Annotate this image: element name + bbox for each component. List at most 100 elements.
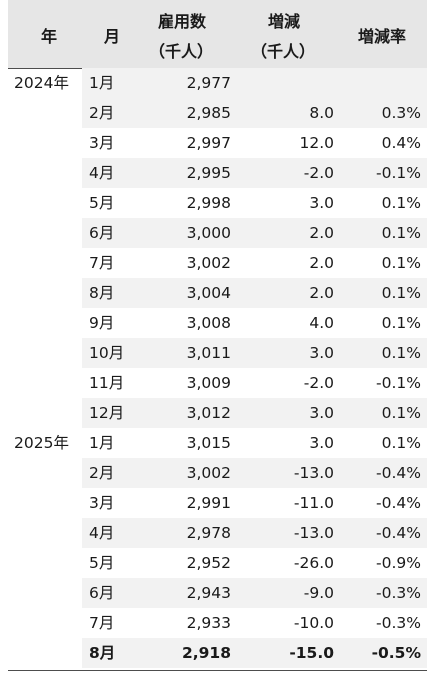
employment-cell: 2,943 bbox=[186, 584, 231, 602]
table-row: 6月 2,943 -9.0 -0.3% bbox=[0, 578, 435, 608]
rate-cell: 0.3% bbox=[381, 104, 421, 122]
rate-cell bbox=[335, 68, 421, 98]
change-cell: -10.0 bbox=[293, 614, 334, 632]
month-cell: 7月 bbox=[89, 254, 115, 272]
year-cell bbox=[14, 158, 78, 188]
month-cell: 9月 bbox=[89, 314, 115, 332]
row-background bbox=[82, 278, 427, 308]
change-cell: -9.0 bbox=[303, 584, 334, 602]
year-cell bbox=[14, 218, 78, 248]
month-cell: 7月 bbox=[89, 614, 115, 632]
employment-cell: 3,002 bbox=[186, 254, 231, 272]
employment-cell: 2,997 bbox=[186, 134, 231, 152]
change-cell: -11.0 bbox=[293, 494, 334, 512]
year-cell bbox=[14, 638, 78, 668]
year-cell bbox=[14, 98, 78, 128]
table-header: 年 月 雇用数 （千人） 増減 （千人） 増減率 bbox=[8, 0, 427, 69]
change-cell: 12.0 bbox=[299, 134, 334, 152]
employment-cell: 3,012 bbox=[186, 404, 231, 422]
rate-cell: -0.3% bbox=[376, 614, 421, 632]
rate-cell: 0.1% bbox=[381, 254, 421, 272]
year-cell bbox=[14, 188, 78, 218]
rate-cell: -0.4% bbox=[376, 524, 421, 542]
employment-cell: 3,002 bbox=[186, 464, 231, 482]
table-row: 8月 3,004 2.0 0.1% bbox=[0, 278, 435, 308]
table-row: 2月 3,002 -13.0 -0.4% bbox=[0, 458, 435, 488]
table-row: 4月 2,978 -13.0 -0.4% bbox=[0, 518, 435, 548]
employment-cell: 2,995 bbox=[186, 164, 231, 182]
change-cell: 3.0 bbox=[309, 404, 334, 422]
header-change-line2: （千人） bbox=[251, 42, 316, 61]
header-employment-line1: 雇用数 bbox=[158, 12, 207, 31]
rate-cell: -0.1% bbox=[376, 374, 421, 392]
year-cell bbox=[14, 488, 78, 518]
year-cell bbox=[14, 458, 78, 488]
row-background bbox=[82, 218, 427, 248]
year-cell bbox=[14, 248, 78, 278]
month-cell: 8月 bbox=[89, 644, 116, 662]
table-row: 2025年 1月 3,015 3.0 0.1% bbox=[0, 428, 435, 458]
table-row: 9月 3,008 4.0 0.1% bbox=[0, 308, 435, 338]
change-cell: -13.0 bbox=[293, 524, 334, 542]
change-cell: -15.0 bbox=[289, 644, 334, 662]
year-cell: 2025年 bbox=[14, 434, 69, 452]
rate-cell: 0.1% bbox=[381, 224, 421, 242]
rate-cell: 0.1% bbox=[381, 434, 421, 452]
month-cell: 1月 bbox=[89, 74, 115, 92]
month-cell: 5月 bbox=[89, 554, 115, 572]
year-cell bbox=[14, 278, 78, 308]
rate-cell: -0.4% bbox=[376, 494, 421, 512]
employment-cell: 3,008 bbox=[186, 314, 231, 332]
month-cell: 3月 bbox=[89, 494, 115, 512]
employment-cell: 3,009 bbox=[186, 374, 231, 392]
change-cell: 3.0 bbox=[309, 194, 334, 212]
employment-cell: 2,991 bbox=[186, 494, 231, 512]
year-cell bbox=[14, 578, 78, 608]
month-cell: 6月 bbox=[89, 584, 115, 602]
year-cell: 2024年 bbox=[14, 74, 69, 92]
month-cell: 6月 bbox=[89, 224, 115, 242]
year-cell bbox=[14, 608, 78, 638]
employment-cell: 2,952 bbox=[186, 554, 231, 572]
month-cell: 10月 bbox=[89, 344, 125, 362]
year-cell bbox=[14, 398, 78, 428]
year-cell bbox=[14, 368, 78, 398]
header-employment-line2: （千人） bbox=[149, 42, 214, 61]
table-row: 5月 2,998 3.0 0.1% bbox=[0, 188, 435, 218]
change-cell: 3.0 bbox=[309, 344, 334, 362]
table-row: 4月 2,995 -2.0 -0.1% bbox=[0, 158, 435, 188]
row-background bbox=[82, 458, 427, 488]
table-row: 2024年 1月 2,977 bbox=[0, 68, 435, 98]
row-background bbox=[82, 338, 427, 368]
employment-cell: 3,000 bbox=[186, 224, 231, 242]
month-cell: 5月 bbox=[89, 194, 115, 212]
month-cell: 2月 bbox=[89, 104, 115, 122]
row-background bbox=[82, 578, 427, 608]
employment-cell: 2,933 bbox=[186, 614, 231, 632]
header-year: 年 bbox=[41, 27, 58, 46]
employment-cell: 3,015 bbox=[186, 434, 231, 452]
employment-cell: 2,918 bbox=[181, 644, 231, 662]
change-cell bbox=[232, 68, 334, 98]
table-row: 7月 2,933 -10.0 -0.3% bbox=[0, 608, 435, 638]
table-row: 2月 2,985 8.0 0.3% bbox=[0, 98, 435, 128]
rate-cell: -0.5% bbox=[371, 644, 421, 662]
month-cell: 2月 bbox=[89, 464, 115, 482]
employment-cell: 3,011 bbox=[186, 344, 231, 362]
table-row: 3月 2,991 -11.0 -0.4% bbox=[0, 488, 435, 518]
change-cell: 2.0 bbox=[309, 254, 334, 272]
rate-cell: 0.4% bbox=[381, 134, 421, 152]
table-row-latest: 8月 2,918 -15.0 -0.5% bbox=[0, 638, 435, 668]
employment-cell: 2,985 bbox=[186, 104, 231, 122]
rate-cell: -0.1% bbox=[376, 164, 421, 182]
employment-cell: 2,978 bbox=[186, 524, 231, 542]
rate-cell: -0.3% bbox=[376, 584, 421, 602]
rate-cell: -0.9% bbox=[376, 554, 421, 572]
change-cell: 4.0 bbox=[309, 314, 334, 332]
month-cell: 4月 bbox=[89, 164, 115, 182]
month-cell: 12月 bbox=[89, 404, 125, 422]
year-cell bbox=[14, 308, 78, 338]
table-body: 2024年 1月 2,977 2月 2,985 8.0 0.3% 3月 2,99… bbox=[0, 68, 435, 668]
month-cell: 11月 bbox=[89, 374, 125, 392]
employment-cell: 2,977 bbox=[186, 74, 231, 92]
